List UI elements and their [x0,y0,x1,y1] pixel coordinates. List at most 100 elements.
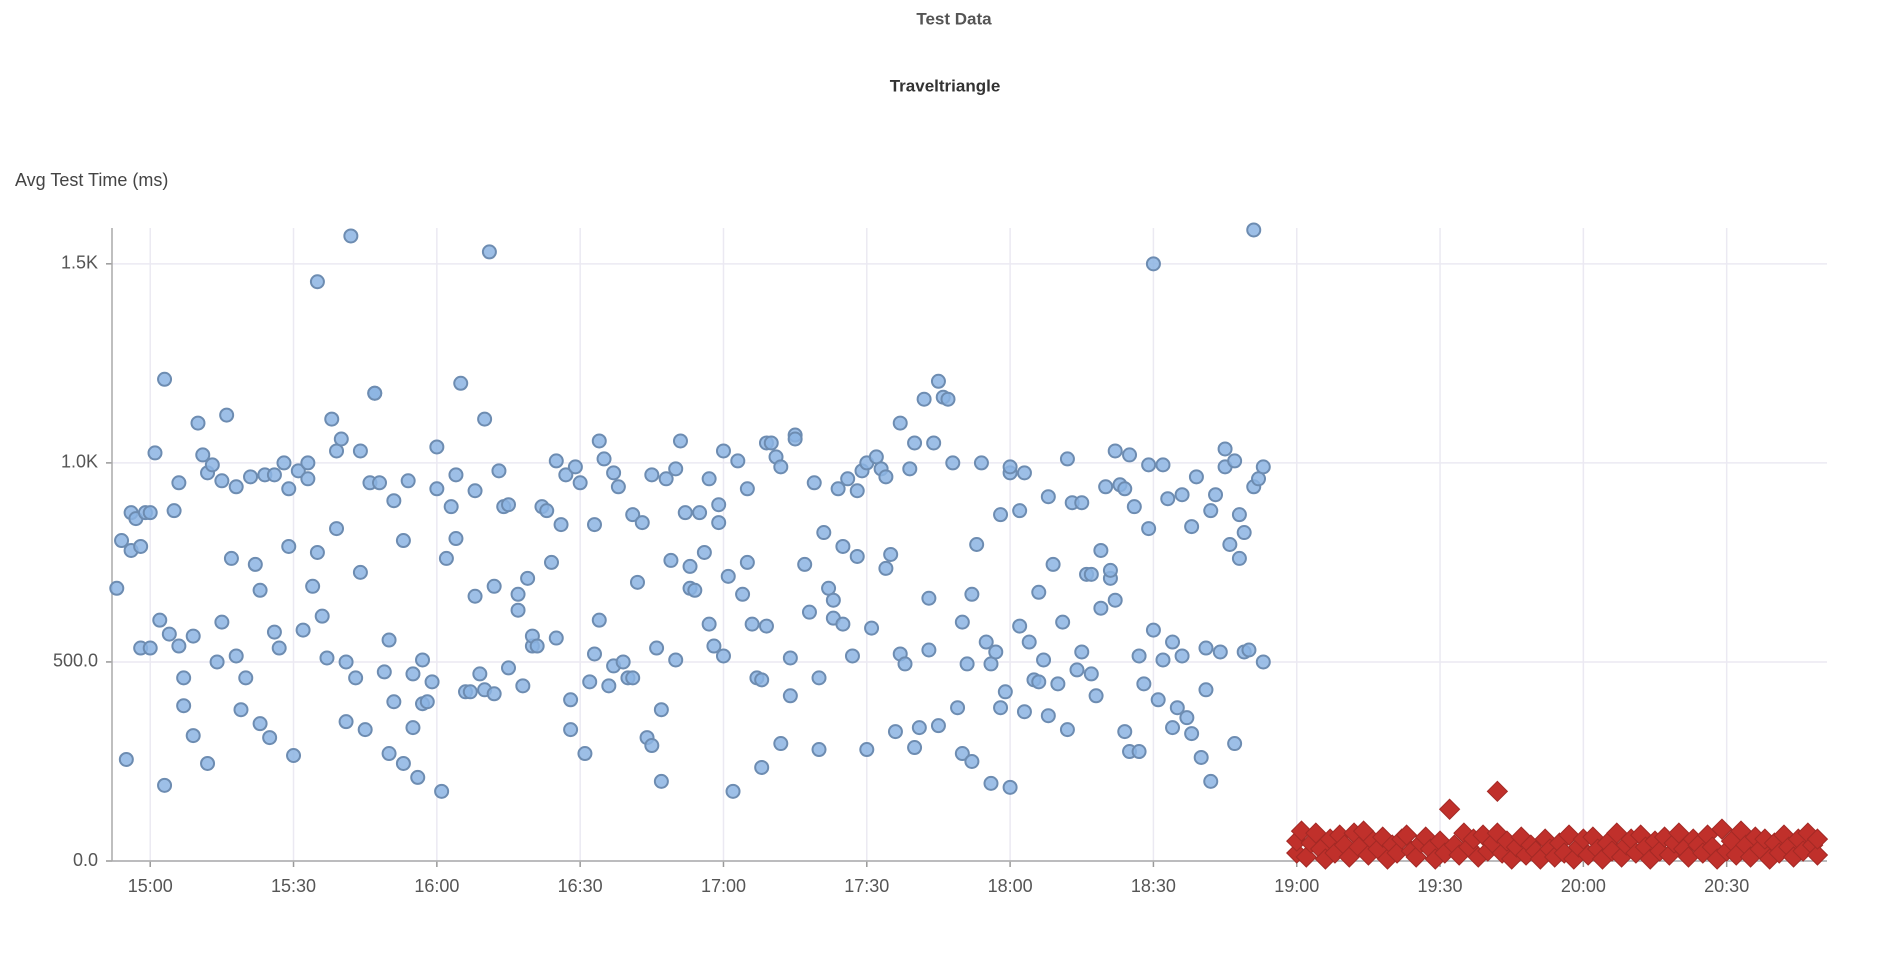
data-point [1231,507,1247,523]
data-point [161,626,177,642]
data-point [649,640,665,656]
data-point [1227,453,1243,469]
data-point [453,375,469,391]
data-point [701,616,717,632]
data-point [1198,640,1214,656]
data-point [434,783,450,799]
x-tick-label: 18:30 [1131,876,1176,896]
data-point [993,507,1009,523]
data-point [577,746,593,762]
data-point [467,588,483,604]
data-point [730,453,746,469]
data-point [725,783,741,799]
data-point [1036,652,1052,668]
data-point [1016,704,1032,720]
data-point [185,728,201,744]
data-point [787,431,803,447]
x-tick-label: 17:30 [844,876,889,896]
data-point [997,684,1013,700]
data-point [878,560,894,576]
data-point [276,455,292,471]
data-point [214,614,230,630]
data-point [677,505,693,521]
data-point [629,574,645,590]
data-point [300,455,316,471]
data-point [1098,479,1114,495]
data-point [501,660,517,676]
data-point [166,503,182,519]
data-point [606,465,622,481]
data-point [692,505,708,521]
data-point [176,698,192,714]
data-point [563,692,579,708]
data-point [157,371,173,387]
data-point [152,612,168,628]
data-point [1606,822,1628,844]
data-point [1174,648,1190,664]
data-point [386,694,402,710]
data-point [329,521,345,537]
data-point [1208,487,1224,503]
data-point [615,654,631,670]
data-point [543,554,559,570]
data-point [644,738,660,754]
data-point [811,670,827,686]
data-point [520,570,536,586]
data-point [801,604,817,620]
data-point [491,463,507,479]
data-point [1160,491,1176,507]
data-point [510,586,526,602]
data-point [964,586,980,602]
data-point [142,505,158,521]
data-point [448,531,464,547]
data-point [1117,724,1133,740]
data-point [190,415,206,431]
x-tick-label: 20:30 [1704,876,1749,896]
data-point [806,475,822,491]
data-point [1227,736,1243,752]
data-point [959,656,975,672]
data-point [1136,676,1152,692]
data-point [634,515,650,531]
data-point [109,580,125,596]
data-point [720,568,736,584]
data-point [481,244,497,260]
data-point [1184,519,1200,535]
data-point [286,748,302,763]
data-point [486,686,502,702]
data-point [1231,550,1247,566]
data-point [1069,662,1085,678]
data-point [988,644,1004,660]
data-point [118,751,134,767]
x-tick-label: 18:00 [988,876,1033,896]
data-point [625,670,641,686]
data-point [835,616,851,632]
data-point [252,582,268,598]
data-point [171,638,187,654]
data-point [1016,465,1032,481]
y-tick-label: 1.5K [61,253,98,273]
data-point [653,773,669,789]
data-point [883,546,899,562]
y-tick-label: 0.0 [73,850,98,870]
data-point [864,620,880,636]
data-point [171,475,187,491]
data-point [472,666,488,682]
data-point [558,467,574,483]
data-point [658,471,674,487]
data-point [825,592,841,608]
data-point [687,582,703,598]
data-point [696,544,712,560]
data-point [324,411,340,427]
data-point [773,736,789,752]
data-point [644,467,660,483]
data-point [663,552,679,568]
data-point [295,622,311,638]
data-point [247,556,263,572]
data-point [1040,489,1056,505]
data-point [586,517,602,533]
data-point [1255,459,1271,475]
data-point [219,407,235,423]
data-point [926,435,942,451]
